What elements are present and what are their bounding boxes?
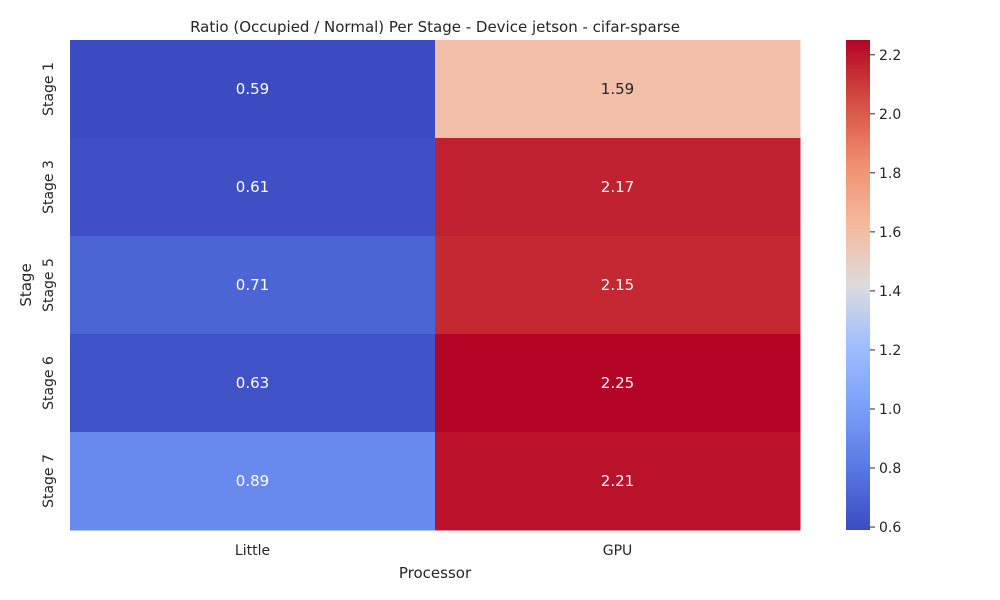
cell-value-label: 2.17: [601, 178, 634, 196]
colorbar-tick-label: 1.2: [879, 343, 901, 359]
y-tick-label: Stage 5: [41, 258, 57, 312]
heatmap-cell: [435, 236, 801, 335]
heatmap-cells: [70, 40, 801, 531]
heatmap-cell: [435, 138, 801, 237]
x-axis-label: Processor: [399, 564, 472, 582]
colorbar-tick-label: 0.8: [879, 461, 901, 477]
heatmap-cell: [70, 432, 436, 531]
x-tick-label: GPU: [603, 543, 633, 559]
x-tick-label: Little: [235, 543, 270, 559]
y-tick-label: Stage 1: [41, 62, 57, 116]
colorbar-tick-label: 1.6: [879, 225, 901, 241]
y-axis-ticks: Stage 1 Stage 3 Stage 5 Stage 6 Stage 7: [41, 62, 57, 508]
heatmap-cell: [70, 334, 436, 433]
colorbar: 0.6 0.8 1.0 1.2 1.4 1.6 1.8 2.0 2.2: [846, 40, 901, 536]
colorbar-tick-label: 2.2: [879, 48, 901, 64]
colorbar-ticks: 0.6 0.8 1.0 1.2 1.4 1.6 1.8 2.0 2.2: [870, 48, 901, 536]
colorbar-tick-label: 1.0: [879, 402, 901, 418]
cell-value-label: 2.21: [601, 472, 634, 490]
cell-value-label: 0.59: [236, 80, 269, 98]
heatmap-cell: [70, 40, 436, 139]
colorbar-gradient: [846, 40, 870, 530]
cell-value-label: 0.61: [236, 178, 269, 196]
cell-value-label: 0.89: [236, 472, 269, 490]
colorbar-tick-label: 1.4: [879, 284, 901, 300]
heatmap-cell: [435, 40, 801, 139]
cell-value-label: 0.71: [236, 276, 269, 294]
colorbar-tick-label: 1.8: [879, 166, 901, 182]
cell-value-label: 0.63: [236, 374, 269, 392]
colorbar-tick-label: 2.0: [879, 107, 901, 123]
y-axis-label: Stage: [17, 263, 35, 306]
y-tick-label: Stage 3: [41, 160, 57, 214]
colorbar-tick-label: 0.6: [879, 520, 901, 536]
chart-title: Ratio (Occupied / Normal) Per Stage - De…: [190, 18, 680, 36]
cell-value-label: 2.25: [601, 374, 634, 392]
x-axis-ticks: Little GPU: [235, 543, 632, 559]
y-tick-label: Stage 7: [41, 454, 57, 508]
cell-value-label: 2.15: [601, 276, 634, 294]
heatmap-cell: [70, 138, 436, 237]
cell-value-labels: 0.59 1.59 0.61 2.17 0.71 2.15 0.63 2.25 0.89 2.21: [236, 80, 634, 490]
heatmap-cell: [435, 432, 801, 531]
heatmap-cell: [435, 334, 801, 433]
y-tick-label: Stage 6: [41, 356, 57, 410]
heatmap-cell: [70, 236, 436, 335]
cell-value-label: 1.59: [601, 80, 634, 98]
